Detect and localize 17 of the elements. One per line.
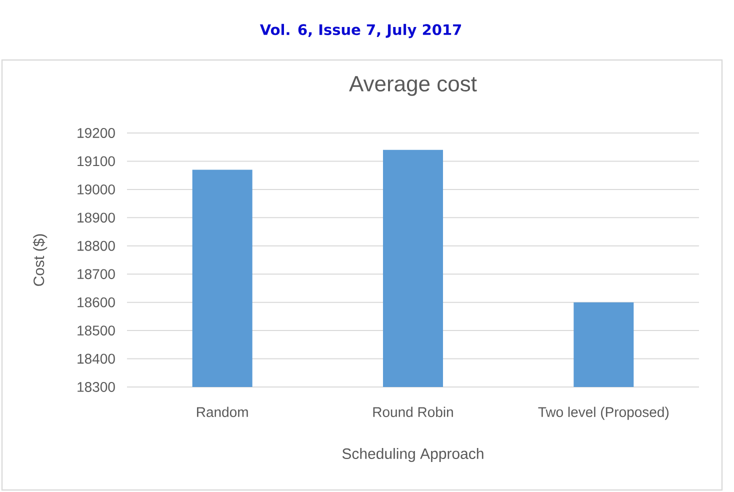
y-tick-label: 19100 xyxy=(78,156,115,166)
x-tick-label: Round Robin xyxy=(373,406,453,418)
x-tick-label: Two level (Proposed) xyxy=(538,406,669,420)
y-tick-label: 18400 xyxy=(78,354,115,364)
y-tick-label: 19000 xyxy=(78,184,115,194)
y-tick-label: 18900 xyxy=(78,212,115,223)
y-axis-title: Cost ($) xyxy=(32,234,48,286)
y-tick-label: 18500 xyxy=(78,326,115,336)
y-tick-label: 18700 xyxy=(78,269,115,280)
text: Vol. 6, Issue 7, July 2017 xyxy=(260,24,462,38)
y-tick-label: 19200 xyxy=(78,128,115,138)
y-tick-label: 18800 xyxy=(78,240,115,251)
chart-title: Average cost xyxy=(349,76,477,96)
y-tick-label: 18600 xyxy=(78,297,115,308)
x-tick-label: Random xyxy=(197,406,248,418)
x-axis-title: Scheduling Approach xyxy=(342,448,484,462)
y-tick-label: 18300 xyxy=(78,382,115,392)
